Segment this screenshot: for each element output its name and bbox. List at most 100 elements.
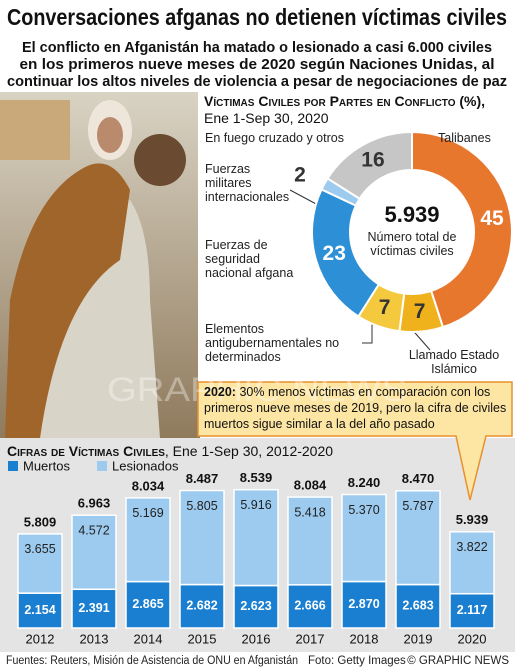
bar-value-label: 2.870 [348, 597, 379, 611]
photo-face [97, 117, 123, 153]
legend-swatch [97, 461, 107, 471]
bar-total-label: 5.809 [24, 514, 57, 529]
callout-box [197, 381, 513, 501]
photo [0, 92, 200, 439]
donut-title: Víctimas Civiles por Partes en Conflicto… [204, 93, 486, 109]
title: Conversaciones afganas no detienen vícti… [7, 4, 507, 30]
bar-segment [341, 580, 387, 629]
bar-value-label: 2.154 [24, 603, 55, 617]
donut-category-label: Elementos antigubernamentales no determi… [205, 322, 340, 364]
donut-value-label: 45 [480, 207, 504, 230]
donut-category-label: Llamado Estado Islámico [408, 348, 500, 376]
bar-value-label: 2.666 [294, 599, 325, 613]
bar-segment [125, 580, 171, 629]
bar-segment [395, 490, 441, 586]
bar-total-label: 6.963 [78, 496, 111, 511]
x-tick-label: 2018 [350, 631, 379, 646]
photo-figure [5, 163, 130, 439]
donut-segment [411, 130, 513, 329]
sources: Fuentes: Reuters, Misión de Asistencia d… [6, 655, 298, 667]
bar-segment [125, 497, 171, 583]
x-tick-label: 2013 [80, 631, 109, 646]
bar-value-label: 2.865 [132, 597, 163, 611]
donut-total: 5.939 [384, 202, 439, 227]
x-tick-label: 2014 [134, 631, 163, 646]
bar-segment [179, 489, 225, 586]
donut-category-label-box: Fuerzas de seguridad nacional afgana [205, 238, 294, 280]
legend-label: Muertos [23, 458, 70, 473]
bar-total-label: 8.084 [294, 477, 327, 492]
bar-value-label: 5.418 [294, 505, 325, 519]
donut-heading-box: Víctimas Civiles por Partes en Conflicto… [204, 93, 486, 126]
bar-segment [71, 514, 117, 591]
bar-total-label: 8.487 [186, 471, 219, 486]
photo-head [134, 134, 186, 186]
bar-value-label: 2.623 [240, 599, 271, 613]
bar-value-label: 4.572 [78, 523, 109, 537]
donut-segment [326, 130, 413, 201]
bar-segment [71, 588, 117, 629]
bar-segment [287, 496, 333, 586]
donut-category-label: Fuerzas militares internacionales [205, 162, 290, 204]
donut-value-label: 7 [379, 296, 391, 319]
donut-category-label: En fuego cruzado y otros [205, 131, 344, 145]
bar-value-label: 2.683 [402, 599, 433, 613]
bar-value-label: 2.117 [457, 603, 488, 617]
photo-credit: Foto: Getty Images [308, 655, 406, 667]
donut-value-label: 2 [294, 164, 306, 187]
bar-heading: Cifras de Víctimas Civiles, Ene 1-Sep 30… [7, 443, 333, 459]
bar-segment [17, 592, 63, 629]
bar-segment [233, 488, 279, 587]
donut-subtitle: Ene 1-Sep 30, 2020 [204, 110, 329, 126]
bar-segment [341, 493, 387, 583]
donut-category-label-box: Llamado Estado Islámico [408, 348, 500, 376]
bar-segment [179, 583, 225, 629]
bar-value-label: 5.787 [402, 499, 433, 513]
bar-segment [395, 583, 441, 629]
photo-building [0, 100, 70, 160]
bar-total-label: 8.034 [132, 478, 165, 493]
callout-box: 2020: 30% menos víctimas en comparación … [204, 384, 509, 432]
legend-swatch [8, 461, 18, 471]
bar-value-label: 5.805 [186, 499, 217, 513]
callout: 2020: 30% menos víctimas en comparación … [204, 384, 509, 432]
watermark: GRAPHIC NEWS [107, 371, 407, 409]
x-tick-label: 2016 [242, 631, 271, 646]
bar-subtitle: , Ene 1-Sep 30, 2012-2020 [165, 443, 333, 459]
bar-title: Cifras de Víctimas Civiles [7, 443, 165, 459]
x-tick-label: 2020 [458, 631, 487, 646]
x-tick-label: 2015 [188, 631, 217, 646]
bar-segment [449, 531, 495, 595]
leader-line [289, 189, 319, 206]
donut-category-label-box: En fuego cruzado y otros [205, 131, 344, 145]
bar-segment [449, 592, 495, 629]
bar-value-label: 2.391 [78, 601, 109, 615]
x-tick-label: 2012 [26, 631, 55, 646]
callout-lead: 2020: [204, 385, 236, 399]
donut-total-caption: Número total de víctimas civiles [367, 230, 457, 258]
donut-value-label: 7 [414, 300, 426, 323]
bar-segment [17, 533, 63, 594]
bar-value-label: 3.822 [456, 540, 487, 554]
x-tick-label: 2019 [404, 631, 433, 646]
bar-value-label: 5.916 [240, 498, 271, 512]
callout-text: 30% menos víctimas en comparación con lo… [204, 385, 507, 431]
bar-total-label: 8.240 [348, 475, 381, 490]
bar-total-label: 5.939 [456, 512, 489, 527]
copyright: © GRAPHIC NEWS [407, 655, 509, 667]
donut-category-label: Fuerzas de seguridad nacional afgana [205, 238, 294, 280]
bar-value-label: 5.370 [348, 503, 379, 517]
bar-total-label: 8.539 [240, 470, 273, 485]
donut-total-caption-box: Número total de víctimas civiles [367, 230, 457, 258]
donut-category-label: Talibanes [438, 131, 491, 145]
donut-value-label: 23 [323, 242, 346, 265]
donut-category-label-box: Talibanes [438, 131, 491, 145]
x-tick-label: 2017 [296, 631, 325, 646]
subtitle-line: El conflicto en Afganistán ha matado o l… [22, 39, 492, 56]
donut-category-label-box: Fuerzas militares internacionales [205, 162, 290, 204]
bar-total-label: 8.470 [402, 471, 435, 486]
donut-category-label-box: Elementos antigubernamentales no determi… [205, 322, 340, 364]
donut-panel [198, 92, 515, 382]
donut-value-label: 16 [361, 149, 384, 172]
